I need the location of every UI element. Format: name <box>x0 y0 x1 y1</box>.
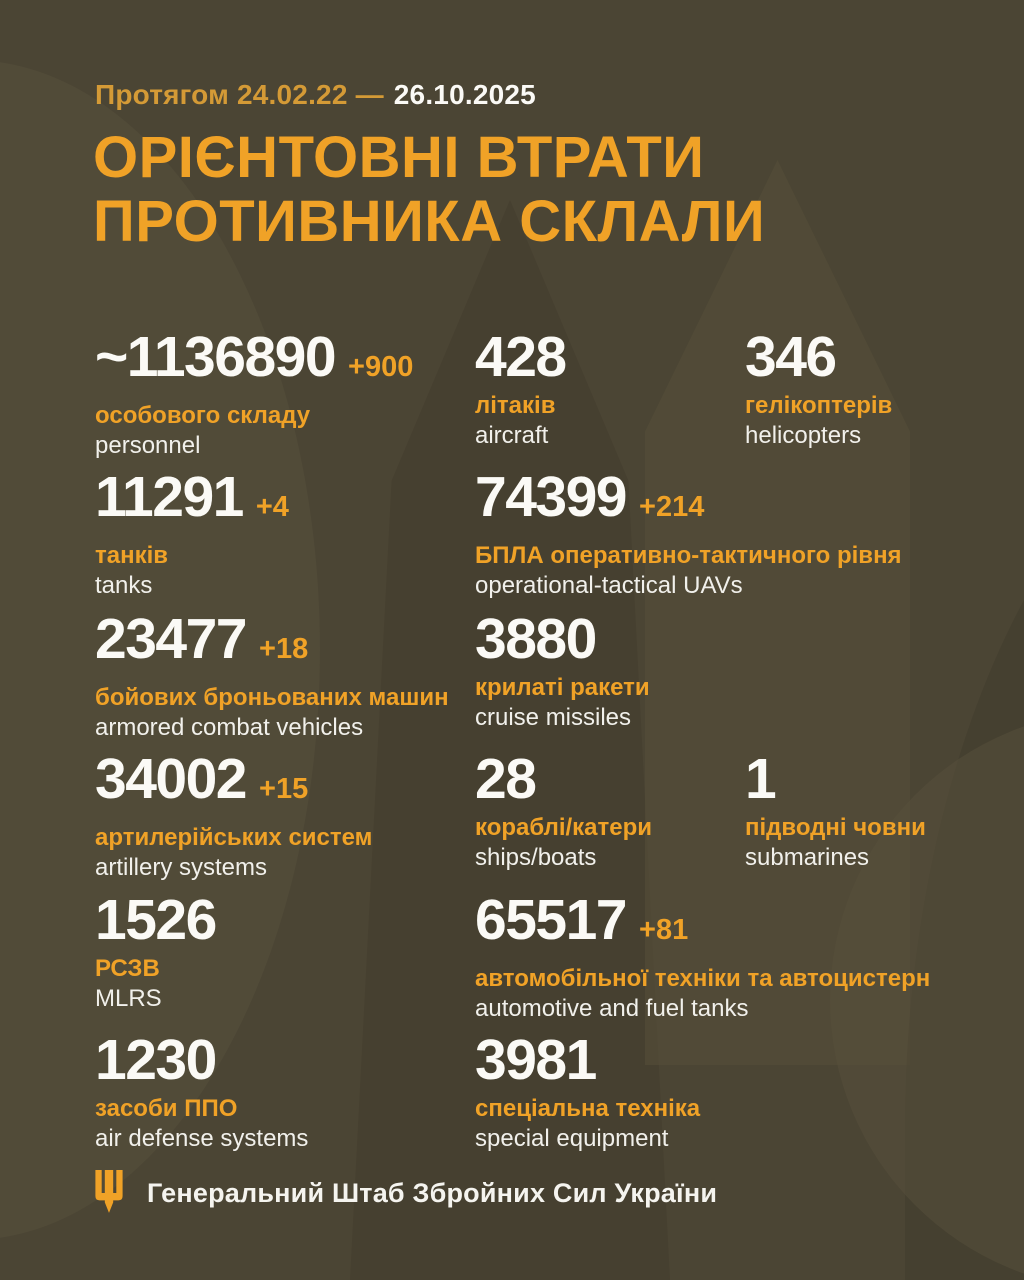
stat-label-ua: танків <box>95 542 169 569</box>
stat-label-en: submarines <box>745 844 870 871</box>
stat-label-ua: БПЛА оперативно-тактичного рівня <box>475 542 902 569</box>
stat-value: ~1136890 <box>95 325 337 389</box>
stat-operational-tactical-uavs: 74399 +214 БПЛА оперативно-тактичного рівн… <box>475 467 902 601</box>
period-prefix: Протягом 24.02.22 — <box>95 79 384 110</box>
stat-value-line: 3880 <box>475 609 650 669</box>
stat-label-ua: гелікоптерів <box>745 392 893 419</box>
stat-value: 3981 <box>475 1028 597 1092</box>
stat-delta-badge: +18 <box>259 633 309 665</box>
stat-aircraft: 428 літаків aircraft <box>475 325 567 451</box>
stat-label-en: MLRS <box>95 985 162 1012</box>
stat-label-ua: спеціальна техніка <box>475 1095 701 1122</box>
stat-cruise-missiles: 3880 крилаті ракети cruise missiles <box>475 609 650 733</box>
stat-label-en: aircraft <box>475 422 549 449</box>
stat-label-en: tanks <box>95 572 153 599</box>
stat-value-line: 23477 +18 <box>95 609 449 679</box>
stat-label-en: personnel <box>95 432 201 459</box>
stat-personnel: ~1136890 +900 особового складу personnel <box>95 327 413 461</box>
stat-value: 11291 <box>95 465 244 529</box>
stat-label-ua: бойових броньованих машин <box>95 684 449 711</box>
stat-label-en: armored combat vehicles <box>95 714 364 741</box>
footer: Генеральний Штаб Збройних Сил України <box>93 1170 717 1216</box>
stat-value-line: 3981 <box>475 1030 700 1090</box>
stat-value: 3880 <box>475 607 597 671</box>
stat-value-line: 346 <box>745 327 892 387</box>
stat-delta-badge: +15 <box>259 773 309 805</box>
stat-label-en: cruise missiles <box>475 704 632 731</box>
stat-value-line: 1 <box>745 749 926 809</box>
stat-value: 28 <box>475 747 537 811</box>
stat-value-line: 34002 +15 <box>95 749 372 819</box>
stat-value-line: 1230 <box>95 1030 308 1090</box>
stat-label-ua: особового складу <box>95 402 311 429</box>
stat-value: 346 <box>745 325 837 389</box>
stat-value-line: 74399 +214 <box>475 467 902 537</box>
stat-delta-badge: +900 <box>348 351 414 383</box>
org-name: Генеральний Штаб Збройних Сил України <box>147 1177 718 1208</box>
stat-value-line: 428 <box>475 325 567 389</box>
stat-label-en: ships/boats <box>475 844 597 871</box>
stat-value-line: 65517 +81 <box>475 890 930 960</box>
stat-value: 34002 <box>95 747 248 811</box>
stat-automotive-fuel-tanks: 65517 +81 автомобільної техніки та автоцис… <box>475 890 930 1024</box>
stat-value: 1526 <box>95 888 217 952</box>
period-line: Протягом 24.02.22 — 26.10.2025 <box>95 79 536 111</box>
stat-delta-badge: +4 <box>255 491 289 523</box>
stat-label-ua: підводні човни <box>745 814 926 841</box>
stat-label-en: operational-tactical UAVs <box>475 572 743 599</box>
stat-value-line: 1526 <box>95 888 217 952</box>
stat-value-line: 28 <box>475 749 652 809</box>
page-title-line1: ОРІЄНТОВНІ ВТРАТИ <box>93 125 705 190</box>
stat-label-ua: РСЗВ <box>95 955 160 982</box>
stat-value: 74399 <box>475 465 628 529</box>
stat-artillery-systems: 34002 +15 артилерійських систем artillery s… <box>95 749 372 883</box>
stat-value: 428 <box>475 325 567 389</box>
stat-delta-badge: +81 <box>639 914 689 946</box>
stat-label-en: automotive and fuel tanks <box>475 995 749 1022</box>
stat-label-ua: автомобільної техніки та автоцистерн <box>475 965 931 992</box>
stat-value-line: ~1136890 +900 <box>95 327 413 397</box>
page-title: ОРІЄНТОВНІ ВТРАТИ ПРОТИВНИКА СКЛАЛИ <box>93 126 765 254</box>
stat-helicopters: 346 гелікоптерів helicopters <box>745 327 892 451</box>
stat-label-en: artillery systems <box>95 854 268 881</box>
stat-value: 1 <box>745 747 777 811</box>
stat-label-ua: засоби ППО <box>95 1095 238 1122</box>
stat-value: 23477 <box>95 607 248 671</box>
stat-label-en: helicopters <box>745 422 862 449</box>
stat-label-en: special equipment <box>475 1125 669 1152</box>
stat-ships-boats: 28 кораблі/катери ships/boats <box>475 749 652 873</box>
stat-armored-combat-vehicles: 23477 +18 бойових броньованих машин armored… <box>95 609 449 743</box>
stat-tanks: 11291 +4 танків tanks <box>95 467 289 601</box>
stat-value: 65517 <box>475 888 628 952</box>
stat-value: 1230 <box>95 1028 217 1092</box>
stat-air-defense-systems: 1230 засоби ППО air defense systems <box>95 1030 308 1154</box>
stat-value-line: 11291 +4 <box>95 467 289 537</box>
stat-mlrs: 1526 РСЗВ MLRS <box>95 888 217 1014</box>
stat-special-equipment: 3981 спеціальна техніка special equipment <box>475 1030 700 1154</box>
page-title-line2: ПРОТИВНИКА СКЛАЛИ <box>93 189 766 254</box>
stat-delta-badge: +214 <box>639 491 705 523</box>
stat-label-ua: літаків <box>475 392 556 419</box>
stat-submarines: 1 підводні човни submarines <box>745 749 926 873</box>
stat-label-ua: крилаті ракети <box>475 674 650 701</box>
stat-label-en: air defense systems <box>95 1125 309 1152</box>
stat-label-ua: артилерійських систем <box>95 824 373 851</box>
period-end-date: 26.10.2025 <box>393 79 536 110</box>
tryzub-icon <box>95 1170 123 1213</box>
stat-label-ua: кораблі/катери <box>475 814 653 841</box>
